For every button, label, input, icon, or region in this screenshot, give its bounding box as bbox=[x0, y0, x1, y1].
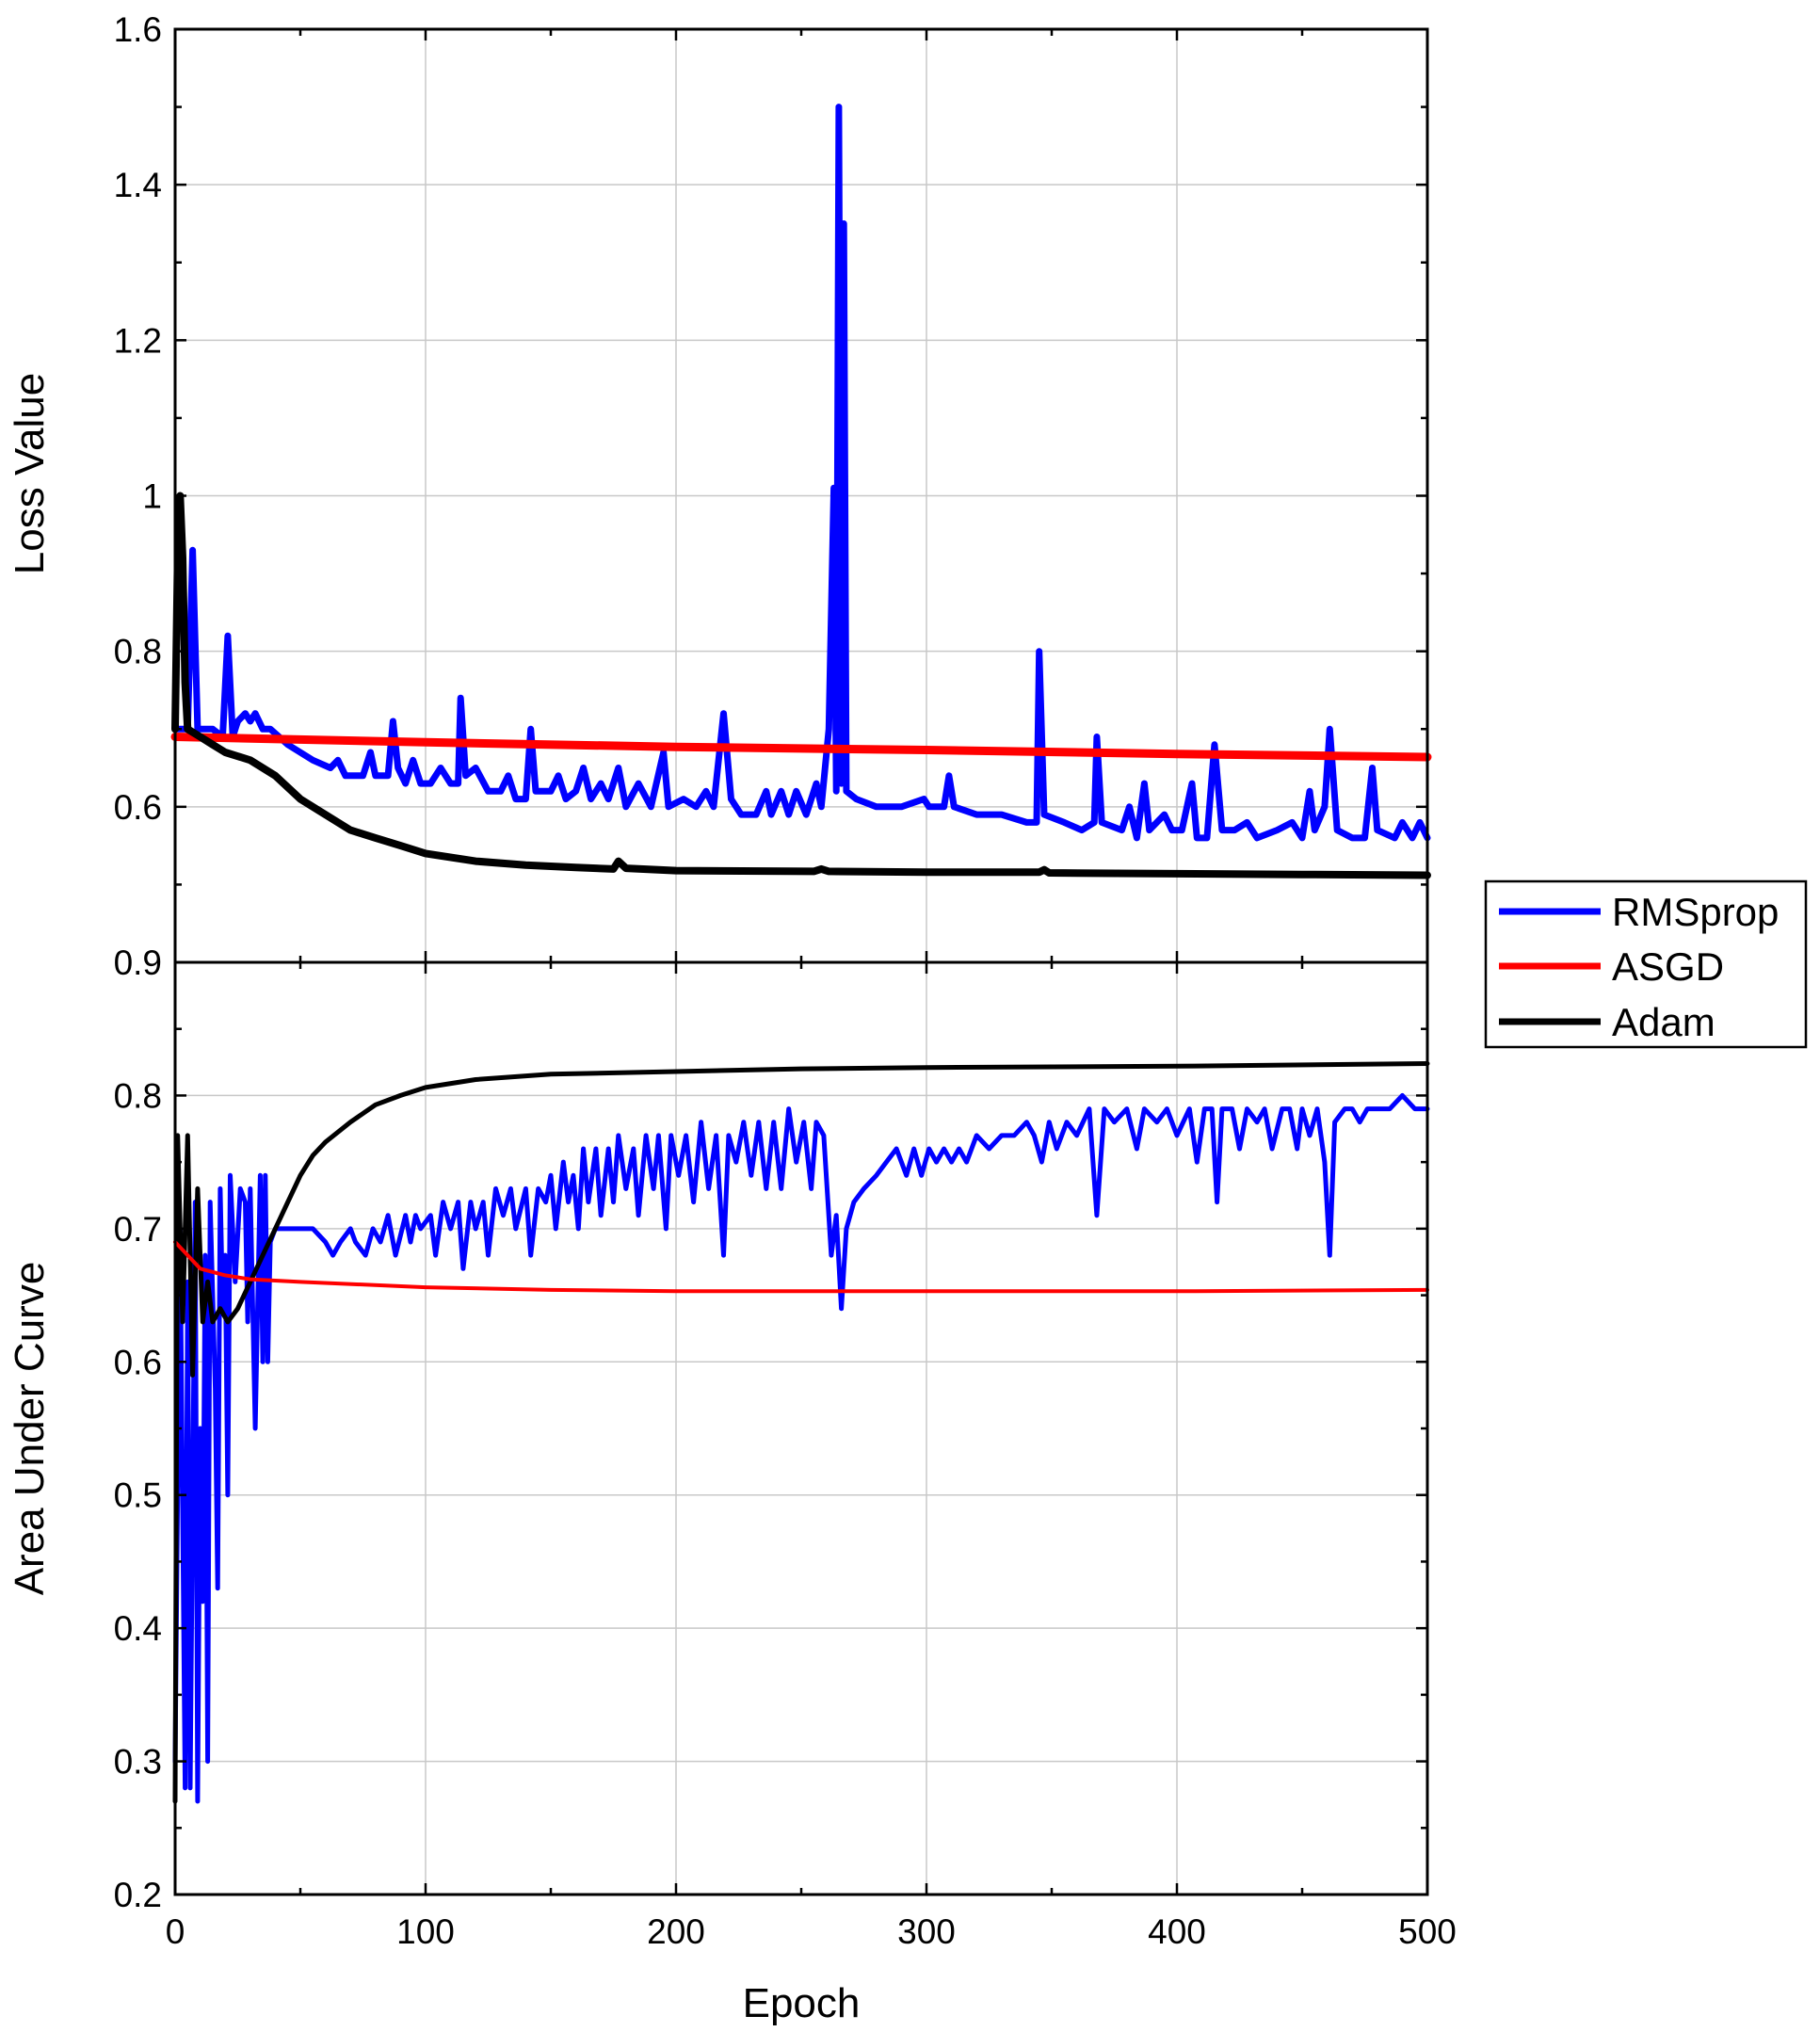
auc-series-adam bbox=[172, 1061, 1430, 1804]
x-tick-label: 500 bbox=[1398, 1912, 1457, 1951]
auc-y-tick-label: 0.5 bbox=[114, 1476, 162, 1515]
auc-series bbox=[172, 1061, 1430, 1804]
auc-panel: 0 100 200 300 400 500 0.2 0.3 0.4 0.5 0.6 0.7 0.8 Ar… bbox=[7, 960, 1457, 2026]
auc-y-axis-title: Area Under Curve bbox=[7, 1262, 53, 1596]
loss-y-tick-label: 0.8 bbox=[114, 633, 162, 671]
loss-grid bbox=[175, 29, 1427, 962]
legend-label-asgd: ASGD bbox=[1612, 944, 1724, 989]
loss-panel: 0.9 0.6 0.8 1 1.2 1.4 1.6 Loss Value bbox=[7, 10, 1432, 982]
auc-y-tick-label: 0.8 bbox=[114, 1076, 162, 1115]
loss-y-axis-title: Loss Value bbox=[7, 373, 53, 574]
loss-y-tick-label: 0.6 bbox=[114, 788, 162, 827]
auc-grid bbox=[175, 962, 1427, 1895]
auc-plot-frame bbox=[173, 960, 1429, 1896]
loss-y-tick-label: 1 bbox=[142, 477, 162, 516]
auc-ticks: 0 100 200 300 400 500 0.2 0.3 0.4 0.5 0.6 0.7 0.8 bbox=[114, 962, 1457, 1951]
loss-series bbox=[170, 104, 1432, 879]
x-tick-label: 400 bbox=[1148, 1912, 1206, 1951]
loss-y-tick-label: 1.6 bbox=[114, 10, 162, 49]
legend-label-adam: Adam bbox=[1612, 1000, 1715, 1044]
loss-ticks: 0.9 0.6 0.8 1 1.2 1.4 1.6 bbox=[114, 10, 1429, 982]
x-tick-label: 200 bbox=[647, 1912, 705, 1951]
x-tick-label: 300 bbox=[897, 1912, 956, 1951]
x-tick-label: 0 bbox=[166, 1912, 185, 1951]
loss-series-asgd bbox=[170, 733, 1432, 762]
auc-y-tick-label: 0.6 bbox=[114, 1343, 162, 1381]
loss-series-adam bbox=[171, 492, 1431, 879]
loss-y-tick-label: 1.4 bbox=[114, 166, 162, 204]
auc-y-tick-label: 0.7 bbox=[114, 1210, 162, 1249]
auc-y-tick-label: 0.3 bbox=[114, 1743, 162, 1782]
loss-y-tick-label: 0.9 bbox=[114, 943, 162, 982]
x-tick-label: 100 bbox=[396, 1912, 455, 1951]
x-axis-title: Epoch bbox=[743, 1980, 861, 2026]
legend-label-rmsprop: RMSprop bbox=[1612, 890, 1779, 934]
auc-series-asgd bbox=[173, 1240, 1429, 1294]
auc-series-rmsprop bbox=[172, 1092, 1430, 1804]
loss-series-rmsprop bbox=[171, 104, 1431, 842]
auc-y-tick-label: 0.4 bbox=[114, 1609, 162, 1648]
auc-y-tick-label: 0.2 bbox=[114, 1876, 162, 1914]
loss-y-tick-label: 1.2 bbox=[114, 321, 162, 360]
legend: RMSprop ASGD Adam bbox=[1484, 879, 1808, 1049]
